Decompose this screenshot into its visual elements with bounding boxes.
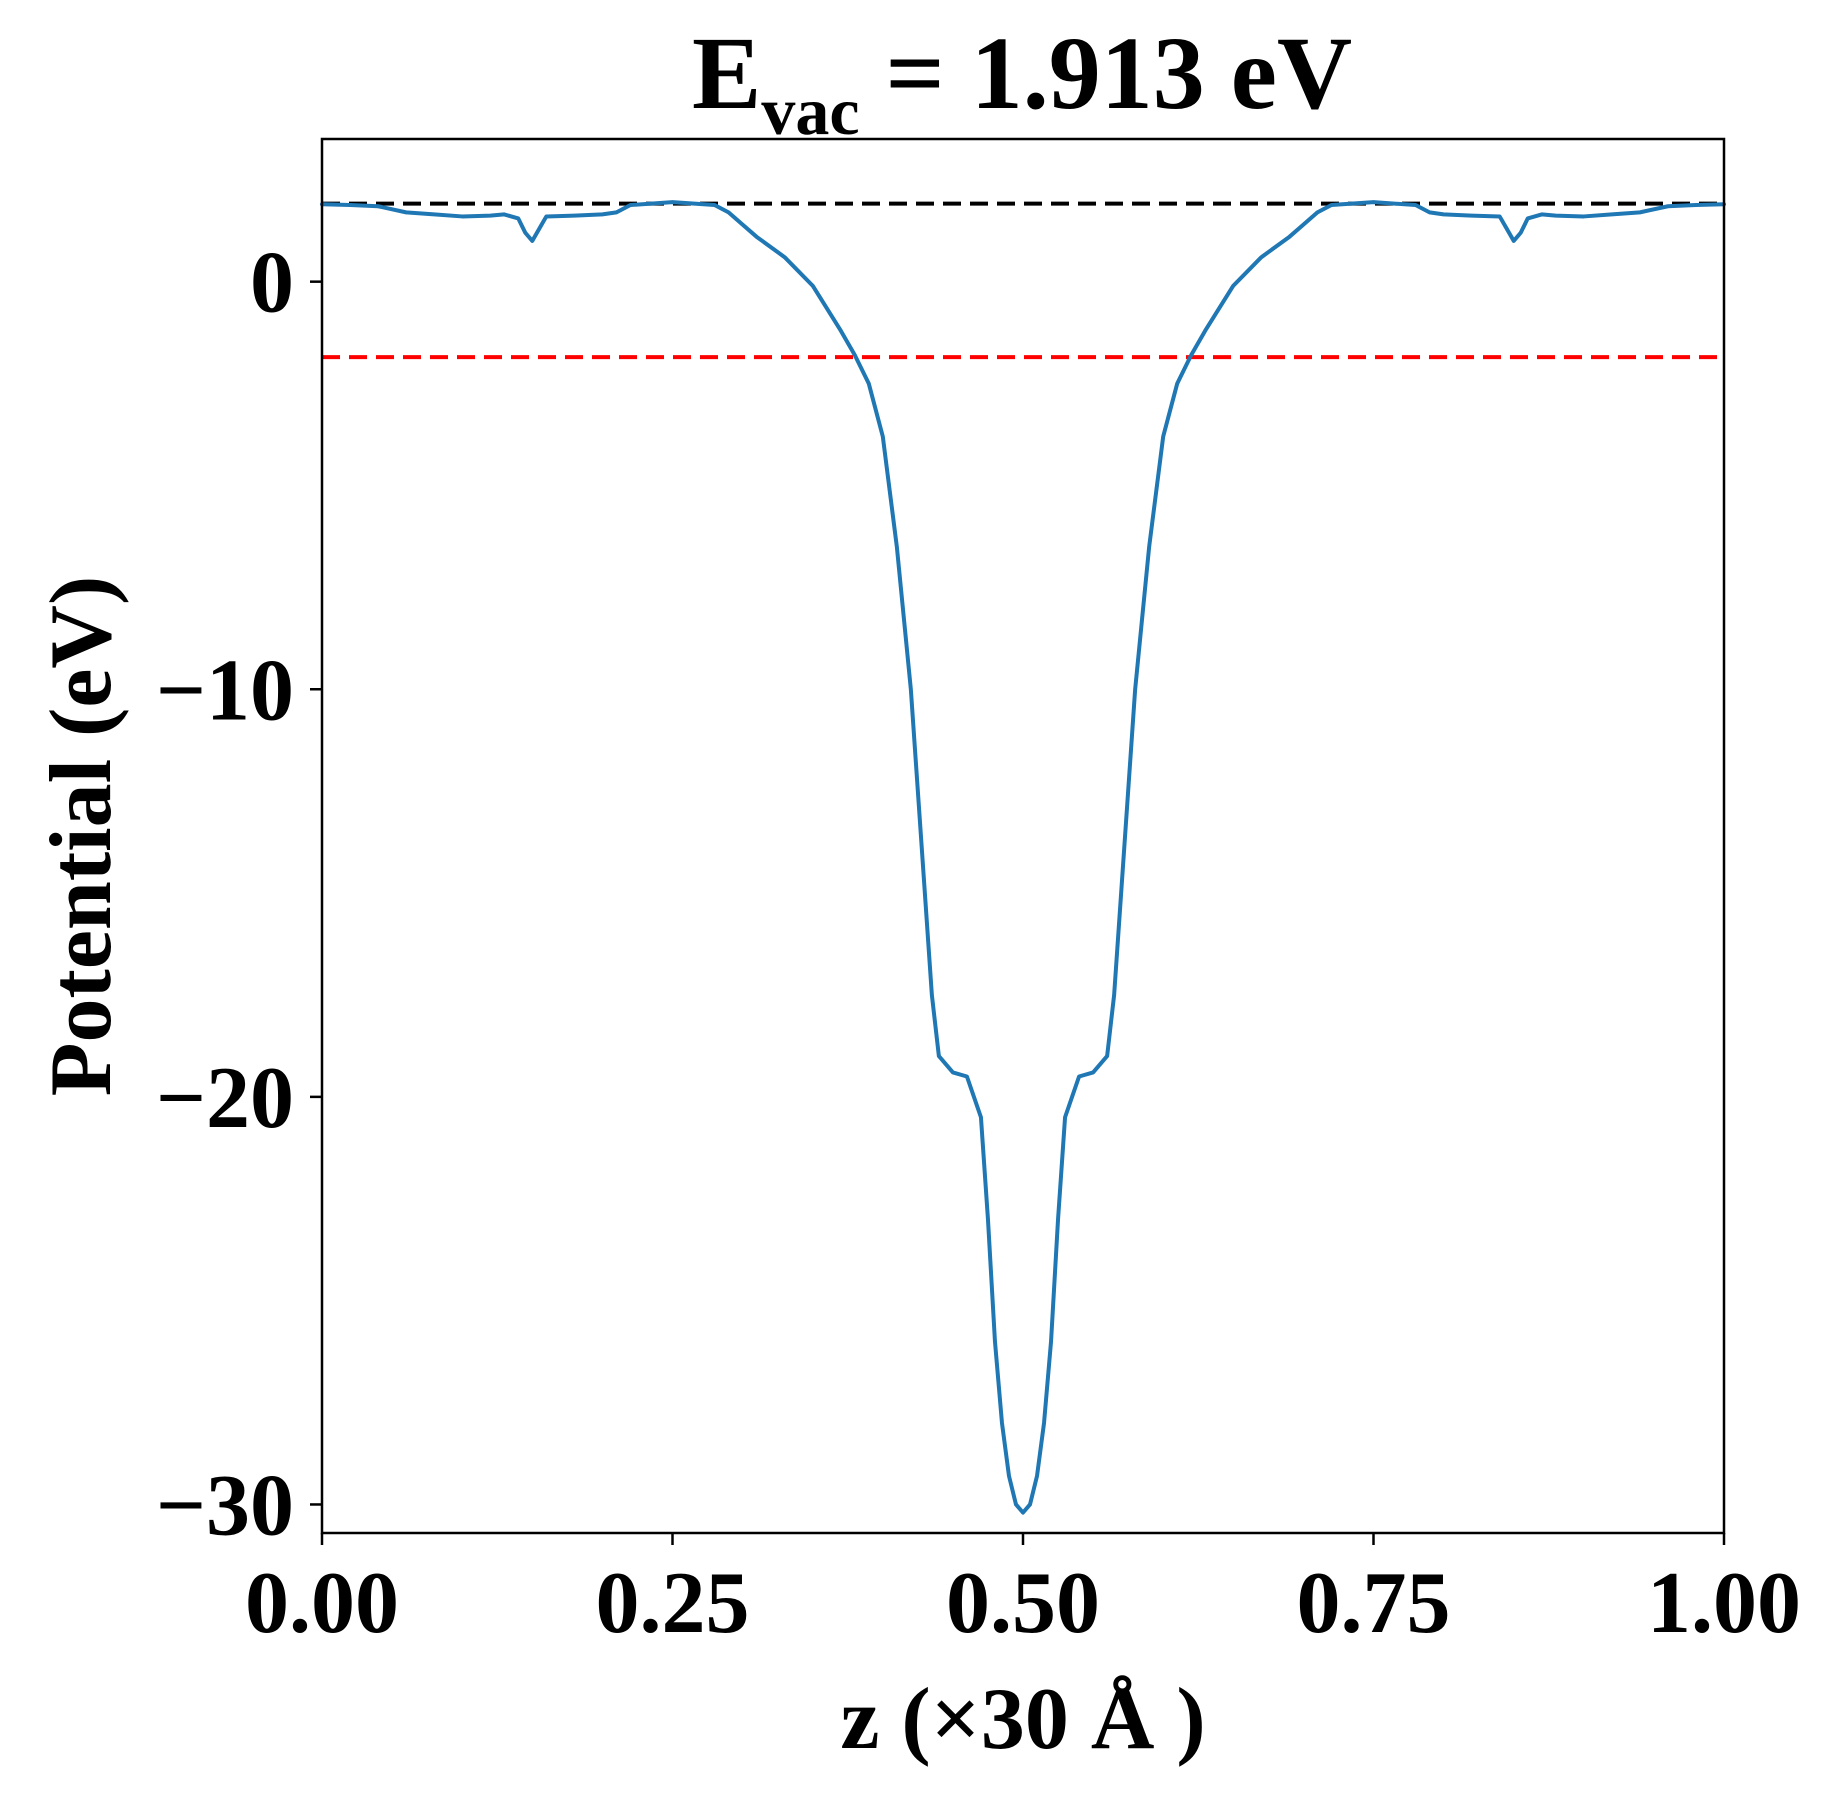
y-axis-label: Potential (eV) — [33, 576, 130, 1096]
x-tick-label-4: 1.00 — [1647, 1555, 1801, 1652]
chart-title-rest: = 1.913 eV — [860, 16, 1353, 131]
plot-area-frame — [320, 137, 1726, 1535]
chart-title-main: E — [692, 16, 761, 131]
x-tick-label-2: 0.50 — [946, 1555, 1100, 1652]
y-tick-label-0: 0 — [250, 235, 294, 332]
x-tick-label-3: 0.75 — [1297, 1555, 1451, 1652]
chart-title: Evac = 1.913 eV — [692, 16, 1352, 149]
chart-title-subscript: vac — [761, 73, 859, 149]
series-group — [320, 200, 1726, 1515]
series-line-0 — [320, 200, 1726, 1515]
y-axis: 0 −10 −20 −30 — [156, 235, 322, 1554]
reference-lines — [322, 201, 1724, 360]
x-tick-label-0: 0.00 — [245, 1555, 399, 1652]
x-axis-label: z (×30 Å ) — [840, 1671, 1205, 1768]
y-tick-label-2: −20 — [156, 1050, 294, 1147]
x-tick-label-1: 0.25 — [596, 1555, 750, 1652]
x-axis: 0.00 0.25 0.50 0.75 1.00 — [245, 1533, 1801, 1652]
y-tick-label-1: −10 — [156, 642, 294, 739]
y-tick-label-3: −30 — [156, 1457, 294, 1554]
